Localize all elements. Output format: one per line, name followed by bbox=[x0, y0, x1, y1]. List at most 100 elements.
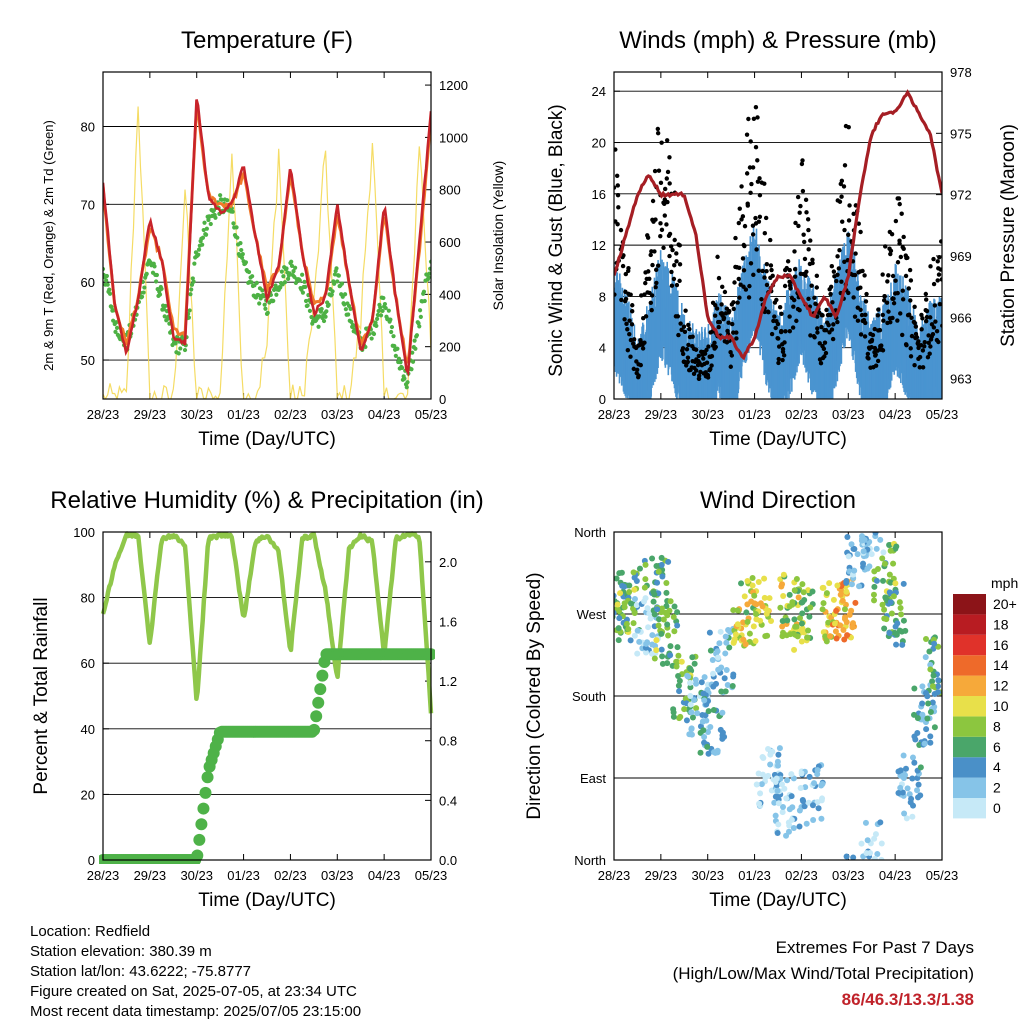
gust-point bbox=[679, 327, 684, 332]
direction-point bbox=[911, 733, 918, 740]
gust-point bbox=[636, 373, 641, 378]
direction-point bbox=[757, 790, 764, 797]
dewpoint-point bbox=[330, 289, 335, 294]
colorbar-swatch bbox=[953, 716, 986, 737]
winds-ylabel-left: Sonic Wind & Gust (Blue, Black) bbox=[546, 104, 567, 376]
gust-point bbox=[757, 176, 762, 181]
gust-point bbox=[736, 276, 741, 282]
gust-point bbox=[627, 331, 632, 337]
direction-point bbox=[761, 575, 768, 582]
gust-point bbox=[898, 254, 904, 260]
gust-point bbox=[897, 201, 902, 207]
direction-point bbox=[687, 665, 694, 672]
direction-point bbox=[749, 574, 756, 581]
gust-point bbox=[928, 264, 933, 269]
direction-point bbox=[823, 590, 830, 597]
dewpoint-point bbox=[405, 380, 410, 385]
direction-point bbox=[730, 673, 737, 680]
direction-point bbox=[688, 725, 695, 732]
dewpoint-point bbox=[273, 283, 278, 288]
direction-point bbox=[779, 618, 786, 625]
temperature-title: Temperature (F) bbox=[181, 27, 353, 54]
dewpoint-point bbox=[427, 271, 431, 276]
direction-point bbox=[890, 593, 897, 600]
humidity-panel: Relative Humidity (%) & Precipitation (i… bbox=[31, 487, 484, 911]
gust-point bbox=[881, 318, 886, 323]
gust-point bbox=[905, 255, 910, 261]
direction-point bbox=[871, 855, 878, 860]
gust-point bbox=[615, 193, 621, 198]
dewpoint-point bbox=[289, 259, 294, 264]
gust-point bbox=[658, 180, 664, 186]
direction-point bbox=[738, 580, 745, 587]
direction-point bbox=[798, 770, 805, 777]
gust-point bbox=[828, 291, 833, 297]
direction-point bbox=[659, 653, 666, 660]
direction-point bbox=[666, 607, 673, 614]
dewpoint-point bbox=[238, 241, 243, 246]
gust-point bbox=[762, 181, 767, 186]
relative-humidity-line bbox=[100, 531, 434, 714]
gust-point bbox=[775, 335, 780, 341]
direction-point bbox=[761, 594, 768, 601]
direction-point bbox=[797, 785, 804, 792]
direction-point bbox=[945, 669, 951, 675]
gust-point bbox=[935, 259, 940, 264]
y-tick-label: 80 bbox=[81, 591, 95, 606]
direction-point bbox=[942, 680, 948, 686]
winds-panel: Winds (mph) & Pressure (mb) 28/23 29/23 30/… bbox=[546, 27, 1019, 450]
gust-point bbox=[876, 307, 881, 312]
direction-point bbox=[753, 601, 760, 608]
gust-point bbox=[764, 268, 769, 274]
dewpoint-point bbox=[230, 209, 235, 214]
dewpoint-point bbox=[392, 343, 397, 349]
direction-point bbox=[751, 592, 758, 599]
gust-point bbox=[719, 302, 724, 307]
direction-point bbox=[616, 615, 623, 622]
station-latlon: Station lat/lon: 43.6222; -75.8777 bbox=[30, 963, 252, 980]
dewpoint-point bbox=[187, 308, 192, 313]
direction-point bbox=[633, 577, 640, 584]
gust-point bbox=[705, 372, 711, 378]
precipitation-point bbox=[197, 802, 210, 815]
gust-point bbox=[777, 304, 783, 310]
direction-point bbox=[803, 820, 810, 827]
gust-point bbox=[733, 235, 738, 241]
dewpoint-point bbox=[317, 314, 322, 319]
gust-point bbox=[662, 213, 667, 218]
gust-point bbox=[652, 168, 658, 174]
gust-point bbox=[760, 268, 765, 274]
direction-point bbox=[642, 649, 649, 656]
precipitation-point bbox=[308, 723, 321, 736]
dewpoint-point bbox=[300, 290, 306, 295]
direction-point bbox=[832, 628, 839, 635]
gust-point bbox=[717, 319, 723, 325]
y-tick-label: 12 bbox=[592, 238, 606, 253]
gust-point bbox=[901, 234, 906, 240]
gust-point bbox=[806, 227, 811, 233]
colorbar-swatch bbox=[953, 736, 986, 758]
gust-point bbox=[665, 169, 671, 175]
gust-point bbox=[912, 304, 917, 309]
winds-title: Winds (mph) & Pressure (mb) bbox=[619, 27, 936, 54]
gust-point bbox=[855, 318, 861, 323]
direction-point bbox=[798, 620, 805, 627]
direction-point bbox=[716, 640, 723, 647]
gust-point bbox=[852, 272, 858, 278]
dewpoint-point bbox=[154, 279, 159, 284]
direction-point bbox=[895, 790, 902, 797]
direction-point bbox=[922, 654, 929, 661]
gust-point bbox=[704, 360, 710, 365]
gust-point bbox=[748, 261, 754, 266]
gust-point bbox=[632, 337, 637, 342]
direction-series bbox=[614, 532, 951, 860]
dewpoint-point bbox=[289, 263, 295, 268]
y2-tick-label: 972 bbox=[950, 188, 972, 203]
gust-point bbox=[629, 309, 635, 314]
gust-point bbox=[901, 246, 906, 252]
dewpoint-point bbox=[412, 338, 417, 343]
direction-point bbox=[688, 709, 695, 716]
direction-point bbox=[893, 543, 900, 550]
direction-point bbox=[793, 576, 800, 583]
dewpoint-point bbox=[107, 287, 112, 292]
